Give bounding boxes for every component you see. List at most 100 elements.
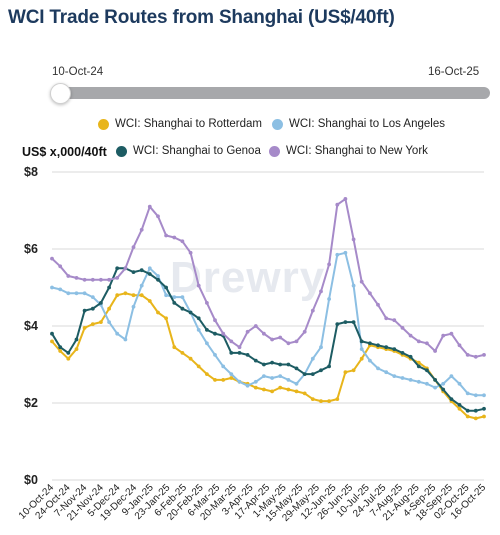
data-point-genoa[interactable] bbox=[457, 403, 462, 407]
data-point-new-york[interactable] bbox=[253, 324, 258, 328]
data-point-los-angeles[interactable] bbox=[253, 379, 258, 384]
data-point-los-angeles[interactable] bbox=[221, 364, 226, 369]
data-point-new-york[interactable] bbox=[139, 227, 144, 232]
data-point-rotterdam[interactable] bbox=[205, 372, 209, 376]
data-point-los-angeles[interactable] bbox=[482, 393, 486, 398]
data-point-new-york[interactable] bbox=[384, 316, 389, 321]
data-point-genoa[interactable] bbox=[343, 320, 348, 324]
data-point-new-york[interactable] bbox=[172, 235, 177, 240]
data-point-los-angeles[interactable] bbox=[408, 378, 413, 382]
data-point-genoa[interactable] bbox=[473, 408, 478, 413]
data-point-new-york[interactable] bbox=[416, 339, 421, 344]
data-point-new-york[interactable] bbox=[294, 339, 299, 344]
data-point-new-york[interactable] bbox=[196, 283, 201, 288]
data-point-new-york[interactable] bbox=[343, 197, 348, 201]
data-point-genoa[interactable] bbox=[107, 285, 111, 290]
data-point-los-angeles[interactable] bbox=[147, 266, 152, 271]
data-point-new-york[interactable] bbox=[131, 245, 136, 250]
data-point-genoa[interactable] bbox=[425, 368, 429, 373]
data-point-los-angeles[interactable] bbox=[205, 341, 209, 346]
data-point-new-york[interactable] bbox=[90, 277, 95, 282]
data-point-genoa[interactable] bbox=[245, 353, 250, 357]
data-point-los-angeles[interactable] bbox=[115, 331, 120, 336]
data-point-new-york[interactable] bbox=[107, 277, 111, 282]
data-point-genoa[interactable] bbox=[74, 337, 79, 342]
data-point-rotterdam[interactable] bbox=[139, 293, 144, 298]
data-point-los-angeles[interactable] bbox=[164, 293, 169, 298]
data-point-new-york[interactable] bbox=[221, 331, 226, 336]
data-point-genoa[interactable] bbox=[237, 351, 242, 355]
data-point-los-angeles[interactable] bbox=[213, 353, 217, 357]
data-point-los-angeles[interactable] bbox=[50, 285, 54, 290]
data-point-genoa[interactable] bbox=[229, 351, 234, 355]
data-point-rotterdam[interactable] bbox=[473, 416, 478, 421]
data-point-rotterdam[interactable] bbox=[115, 293, 120, 298]
data-point-los-angeles[interactable] bbox=[343, 250, 348, 255]
data-point-rotterdam[interactable] bbox=[74, 347, 79, 351]
data-point-new-york[interactable] bbox=[335, 202, 340, 207]
data-point-new-york[interactable] bbox=[205, 301, 209, 305]
data-point-genoa[interactable] bbox=[482, 406, 486, 411]
data-point-los-angeles[interactable] bbox=[457, 381, 462, 386]
data-point-genoa[interactable] bbox=[99, 301, 103, 305]
data-point-new-york[interactable] bbox=[368, 291, 372, 296]
data-point-los-angeles[interactable] bbox=[327, 297, 331, 301]
data-point-rotterdam[interactable] bbox=[319, 399, 323, 403]
data-point-genoa[interactable] bbox=[188, 310, 193, 315]
data-point-genoa[interactable] bbox=[66, 351, 71, 355]
data-point-new-york[interactable] bbox=[482, 353, 486, 357]
data-point-rotterdam[interactable] bbox=[156, 310, 160, 315]
data-point-new-york[interactable] bbox=[433, 349, 437, 353]
data-point-genoa[interactable] bbox=[164, 285, 169, 290]
data-point-genoa[interactable] bbox=[449, 397, 454, 401]
data-point-rotterdam[interactable] bbox=[213, 378, 217, 382]
data-point-new-york[interactable] bbox=[188, 250, 193, 255]
data-point-genoa[interactable] bbox=[82, 308, 87, 313]
data-point-los-angeles[interactable] bbox=[270, 376, 274, 380]
data-point-genoa[interactable] bbox=[368, 341, 372, 346]
data-point-new-york[interactable] bbox=[302, 329, 307, 334]
data-point-new-york[interactable] bbox=[457, 343, 462, 348]
data-point-los-angeles[interactable] bbox=[376, 366, 380, 371]
data-point-genoa[interactable] bbox=[376, 343, 380, 348]
data-point-new-york[interactable] bbox=[270, 337, 274, 342]
data-point-rotterdam[interactable] bbox=[229, 376, 234, 380]
data-point-genoa[interactable] bbox=[327, 364, 331, 369]
data-point-los-angeles[interactable] bbox=[416, 379, 421, 384]
legend-item-los-angeles[interactable]: WCI: Shanghai to Los Angeles bbox=[272, 118, 445, 130]
data-point-los-angeles[interactable] bbox=[392, 374, 397, 378]
data-point-rotterdam[interactable] bbox=[286, 387, 291, 392]
data-point-genoa[interactable] bbox=[147, 272, 152, 276]
data-point-rotterdam[interactable] bbox=[262, 387, 266, 392]
data-point-rotterdam[interactable] bbox=[58, 349, 63, 353]
data-point-rotterdam[interactable] bbox=[164, 316, 169, 321]
data-point-genoa[interactable] bbox=[384, 345, 389, 350]
data-point-los-angeles[interactable] bbox=[131, 304, 136, 309]
data-point-los-angeles[interactable] bbox=[441, 381, 446, 386]
data-point-los-angeles[interactable] bbox=[449, 374, 454, 378]
data-point-rotterdam[interactable] bbox=[335, 397, 340, 401]
data-point-rotterdam[interactable] bbox=[82, 326, 87, 330]
data-point-rotterdam[interactable] bbox=[123, 291, 128, 296]
data-point-los-angeles[interactable] bbox=[368, 358, 372, 363]
data-point-genoa[interactable] bbox=[319, 368, 323, 373]
data-point-new-york[interactable] bbox=[441, 333, 446, 338]
data-point-new-york[interactable] bbox=[327, 262, 331, 267]
data-point-los-angeles[interactable] bbox=[310, 356, 315, 361]
data-point-rotterdam[interactable] bbox=[457, 406, 462, 411]
data-point-new-york[interactable] bbox=[359, 279, 364, 284]
data-point-new-york[interactable] bbox=[465, 353, 470, 357]
data-point-new-york[interactable] bbox=[164, 233, 169, 238]
data-point-new-york[interactable] bbox=[262, 331, 266, 336]
data-point-rotterdam[interactable] bbox=[196, 364, 201, 369]
data-point-new-york[interactable] bbox=[99, 277, 103, 282]
data-point-los-angeles[interactable] bbox=[319, 345, 323, 350]
data-point-genoa[interactable] bbox=[90, 306, 95, 311]
data-point-genoa[interactable] bbox=[294, 366, 299, 371]
data-point-genoa[interactable] bbox=[392, 347, 397, 351]
legend-item-rotterdam[interactable]: WCI: Shanghai to Rotterdam bbox=[98, 118, 262, 130]
data-point-new-york[interactable] bbox=[237, 345, 242, 350]
data-point-genoa[interactable] bbox=[286, 362, 291, 367]
data-point-new-york[interactable] bbox=[156, 214, 160, 219]
data-point-new-york[interactable] bbox=[58, 264, 63, 269]
